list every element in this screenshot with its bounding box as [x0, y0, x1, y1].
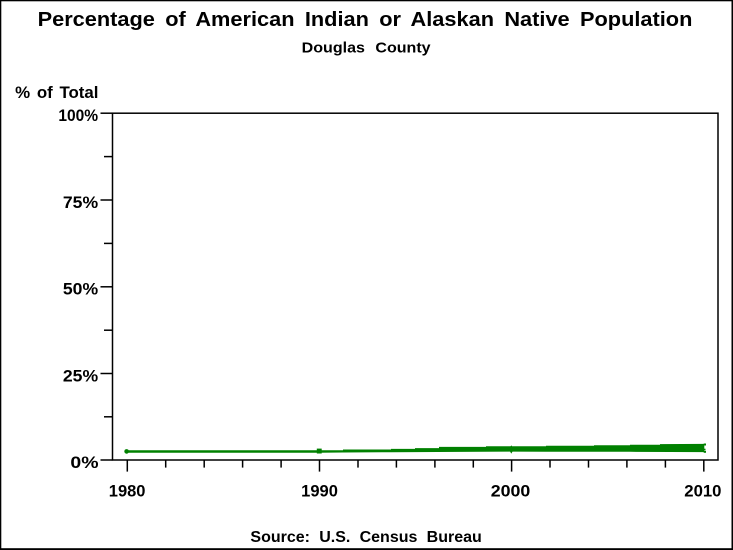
svg-text:50%: 50% [63, 281, 99, 299]
svg-text:75%: 75% [63, 194, 99, 212]
svg-text:Percentage of American Indian: Percentage of American Indian or Alaskan… [38, 9, 693, 31]
svg-text:Douglas County: Douglas County [302, 41, 432, 57]
svg-text:Source: U.S. Census Bureau: Source: U.S. Census Bureau [250, 529, 481, 546]
svg-text:% of Total: % of Total [15, 84, 98, 102]
svg-text:0%: 0% [70, 454, 99, 472]
svg-text:1980: 1980 [109, 482, 146, 500]
svg-text:100%: 100% [58, 107, 98, 125]
svg-text:1990: 1990 [301, 482, 338, 500]
svg-text:2010: 2010 [684, 482, 721, 500]
svg-text:25%: 25% [63, 367, 99, 385]
svg-text:2000: 2000 [491, 482, 531, 500]
